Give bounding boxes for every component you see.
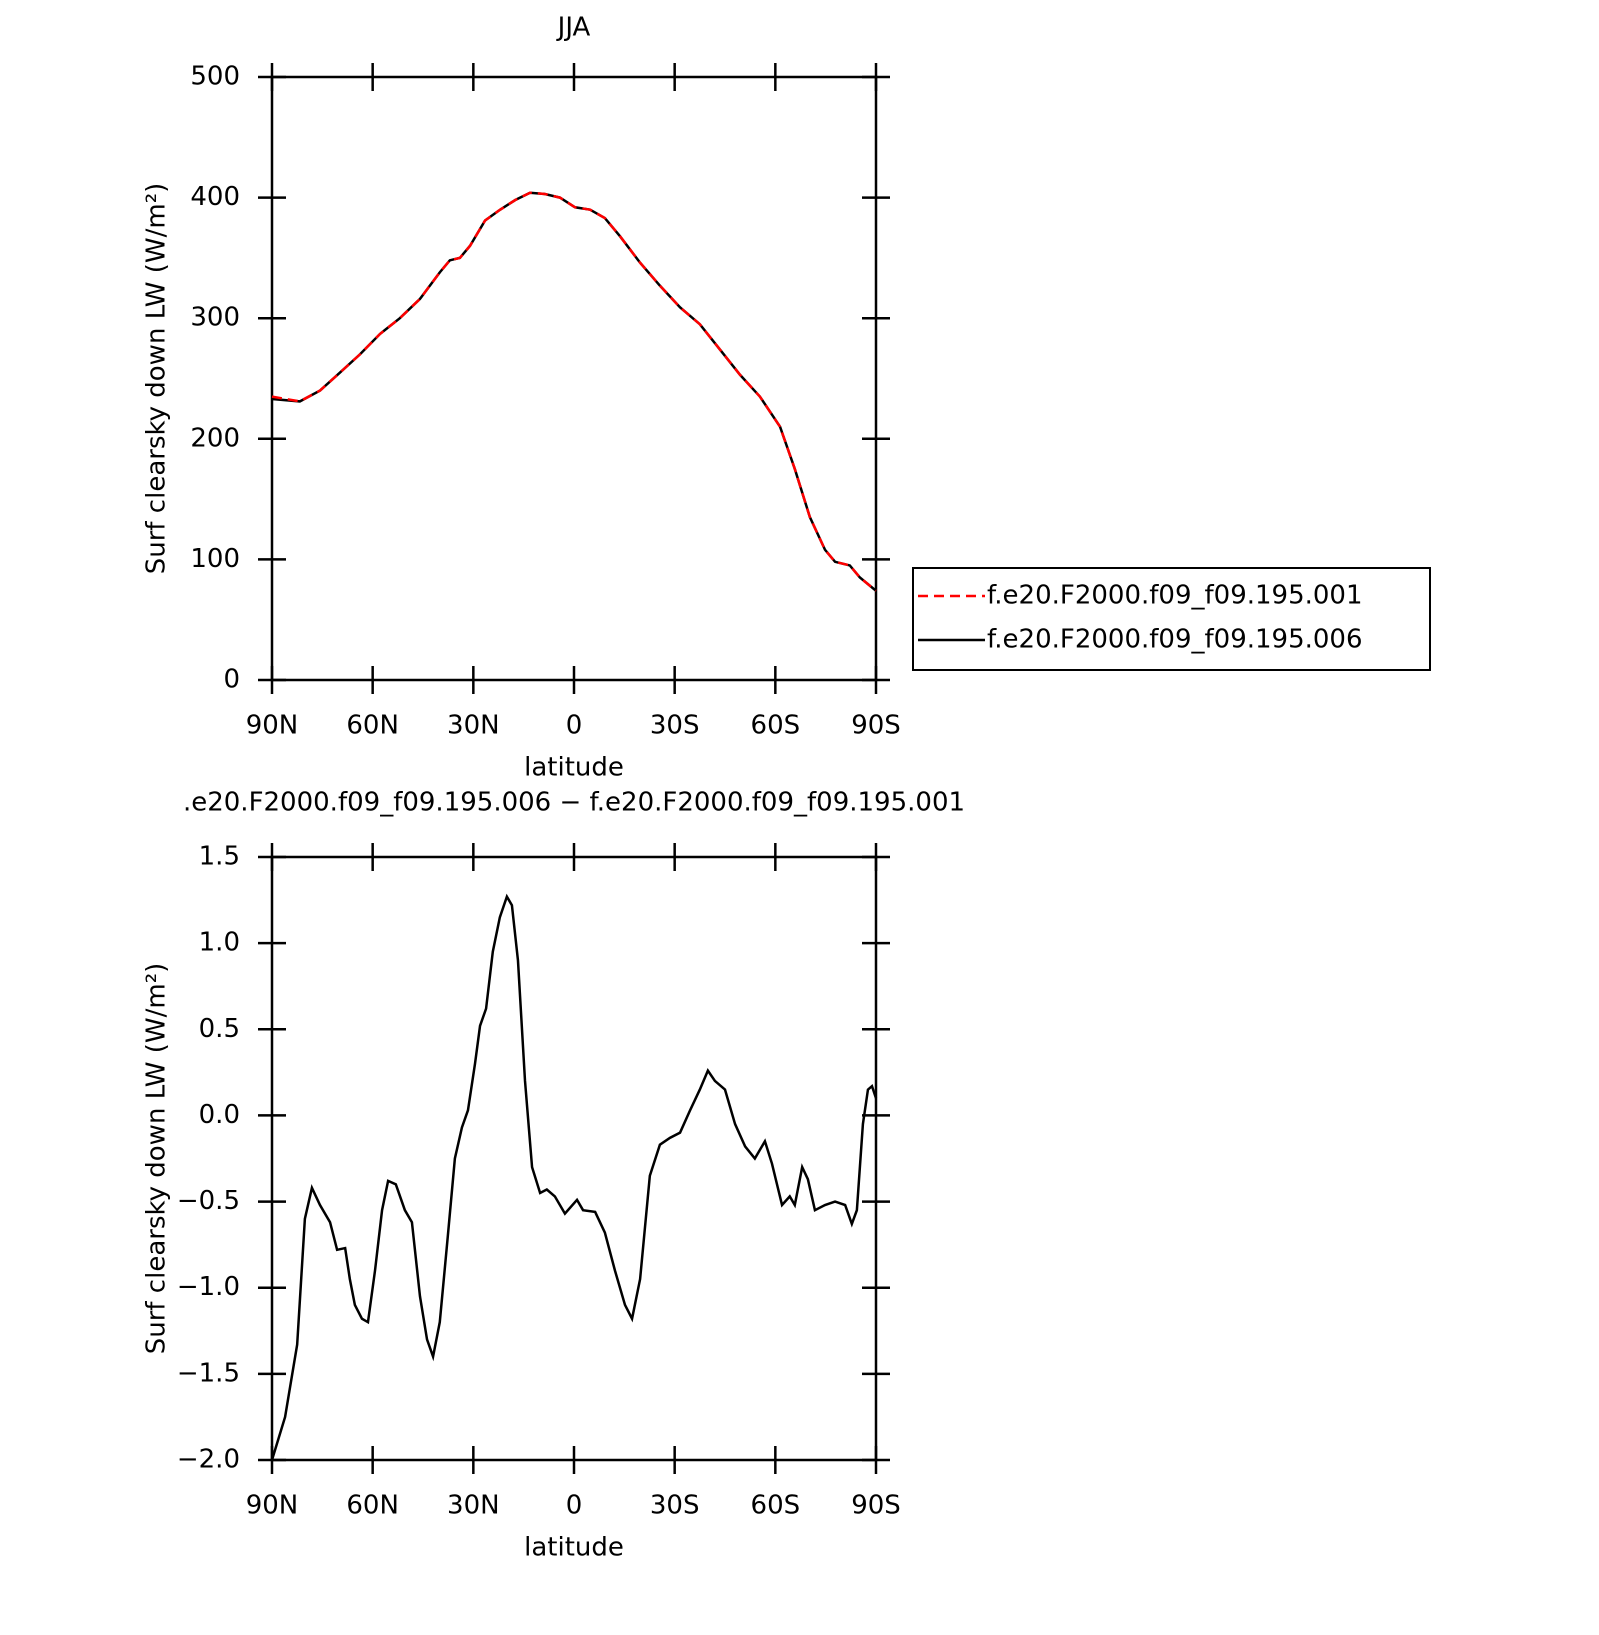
y-tick-label: 100 — [190, 544, 240, 574]
x-tick-label: 30S — [650, 711, 700, 741]
y-tick-label: 500 — [190, 62, 240, 92]
y-tick-label: 400 — [190, 182, 240, 212]
x-tick-label: 90S — [851, 1491, 901, 1521]
legend-label: f.e20.F2000.f09_f09.195.001 — [987, 581, 1363, 611]
chart-title: JJA — [556, 13, 591, 43]
x-tick-label: 90S — [851, 711, 901, 741]
legend-label: f.e20.F2000.f09_f09.195.006 — [987, 625, 1363, 655]
y-tick-label: 0 — [223, 665, 240, 695]
x-tick-label: 90N — [246, 711, 299, 741]
x-tick-label: 60N — [346, 711, 399, 741]
x-tick-label: 30N — [447, 711, 500, 741]
line-series — [271, 191, 877, 592]
plot-frame — [270, 855, 878, 1462]
x-tick-label: 90N — [246, 1491, 299, 1521]
x-tick-label: 30S — [650, 1491, 700, 1521]
x-tick-label: 30N — [447, 1491, 500, 1521]
y-tick-label: −1.0 — [177, 1272, 240, 1302]
x-tick-label: 60S — [751, 1491, 801, 1521]
x-tick-label: 60N — [346, 1491, 399, 1521]
x-axis-label: latitude — [524, 753, 624, 783]
y-tick-label: 0.5 — [199, 1014, 240, 1044]
y-tick-label: −1.5 — [177, 1358, 240, 1388]
y-axis-label: Surf clearsky down LW (W/m²) — [142, 183, 172, 575]
line-series — [271, 191, 877, 592]
y-tick-label: 300 — [190, 303, 240, 333]
x-tick-label: 0 — [566, 711, 583, 741]
x-axis-label: latitude — [524, 1533, 624, 1563]
plot-frame — [270, 75, 878, 682]
y-tick-label: −2.0 — [177, 1445, 240, 1475]
line-series — [270, 893, 878, 1461]
y-tick-label: 1.0 — [199, 928, 240, 958]
chart-title: .e20.F2000.f09_f09.195.006 − f.e20.F2000… — [183, 788, 965, 818]
x-tick-label: 60S — [751, 711, 801, 741]
legend-box — [912, 567, 1431, 671]
y-tick-label: 0.0 — [199, 1100, 240, 1130]
y-tick-label: −0.5 — [177, 1186, 240, 1216]
x-tick-label: 0 — [566, 1491, 583, 1521]
y-tick-label: 200 — [190, 423, 240, 453]
y-tick-label: 1.5 — [199, 842, 240, 872]
y-axis-label: Surf clearsky down LW (W/m²) — [142, 963, 172, 1355]
